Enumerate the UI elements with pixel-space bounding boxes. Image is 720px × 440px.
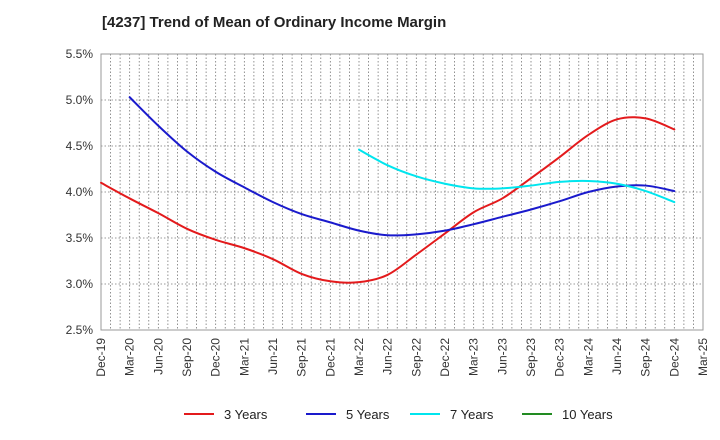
series-line-3-years <box>100 116 676 284</box>
legend-label: 10 Years <box>562 407 613 422</box>
x-tick-label: Sep-21 <box>295 338 309 377</box>
y-tick-label: 3.5% <box>66 231 94 245</box>
legend: 3 Years 5 Years 7 Years 10 Years <box>184 407 613 422</box>
x-tick-label: Mar-20 <box>123 338 137 376</box>
x-tick-label: Jun-22 <box>381 338 395 375</box>
legend-label: 7 Years <box>450 407 494 422</box>
y-tick-label: 3.0% <box>66 277 94 291</box>
x-axis-ticks: Dec-19 Mar-20 Jun-20 Sep-20 Dec-20 Mar-21 Jun-… <box>94 338 710 377</box>
legend-label: 3 Years <box>224 407 268 422</box>
x-tick-label: Mar-21 <box>237 338 251 376</box>
x-tick-label: Dec-21 <box>323 338 337 377</box>
x-tick-label: Jun-23 <box>495 338 509 375</box>
x-tick-label: Dec-22 <box>438 338 452 377</box>
x-tick-label: Sep-24 <box>639 338 653 377</box>
chart-title: [4237] Trend of Mean of Ordinary Income … <box>102 14 447 31</box>
y-tick-label: 5.5% <box>66 47 94 61</box>
x-tick-label: Mar-25 <box>696 338 710 376</box>
x-tick-label: Dec-20 <box>209 338 223 377</box>
y-tick-label: 5.0% <box>66 93 94 107</box>
x-tick-label: Jun-20 <box>151 338 165 375</box>
grid-layer <box>101 54 703 330</box>
y-tick-label: 2.5% <box>66 323 94 337</box>
x-tick-label: Dec-24 <box>667 338 681 377</box>
legend-label: 5 Years <box>346 407 390 422</box>
series-line-5-years <box>128 96 676 237</box>
x-tick-label: Dec-23 <box>553 338 567 377</box>
y-axis-ticks: 2.5% 3.0% 3.5% 4.0% 4.5% 5.0% 5.5% <box>66 47 94 337</box>
x-tick-label: Jun-21 <box>266 338 280 375</box>
x-tick-label: Mar-23 <box>467 338 481 376</box>
x-tick-label: Mar-22 <box>352 338 366 376</box>
y-tick-label: 4.0% <box>66 185 94 199</box>
x-tick-label: Sep-23 <box>524 338 538 377</box>
x-tick-label: Mar-24 <box>581 338 595 376</box>
plot-frame <box>100 53 704 331</box>
x-tick-label: Sep-20 <box>180 338 194 377</box>
y-tick-label: 4.5% <box>66 139 94 153</box>
series-layer <box>100 96 676 284</box>
x-tick-label: Dec-19 <box>94 338 108 377</box>
x-tick-label: Jun-24 <box>610 338 624 375</box>
x-tick-label: Sep-22 <box>409 338 423 377</box>
series-line-7-years <box>358 148 676 204</box>
